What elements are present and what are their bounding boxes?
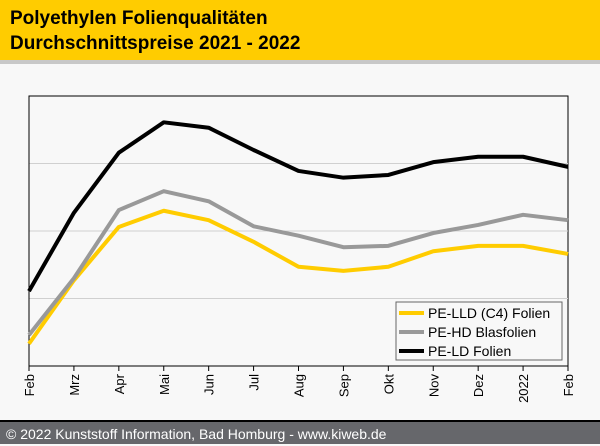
x-tick-label: Mrz	[67, 374, 82, 396]
x-tick-label: Jul	[247, 374, 262, 391]
legend-label: PE-LD Folien	[428, 343, 511, 359]
x-tick-label: Nov	[426, 374, 441, 398]
series-line-1	[27, 189, 569, 337]
legend-label: PE-LLD (C4) Folien	[428, 305, 550, 321]
title-line-1: Polyethylen Folienqualitäten	[10, 8, 268, 29]
x-tick-label: Apr	[112, 373, 127, 394]
divider	[0, 60, 600, 64]
x-tick-label: Jun	[202, 374, 217, 395]
x-tick-label: 2022	[516, 374, 531, 403]
footer-copyright: © 2022 Kunststoff Information, Bad Hombu…	[0, 420, 600, 444]
x-tick-label: Feb	[561, 374, 576, 396]
title-line-2: Durchschnittspreise 2021 - 2022	[10, 33, 301, 54]
x-tick-label: Sep	[336, 374, 351, 397]
series-line-0	[27, 208, 569, 345]
title-bar: Polyethylen Folienqualitäten Durchschnit…	[0, 0, 600, 60]
series-line-2	[27, 120, 569, 293]
legend-label: PE-HD Blasfolien	[428, 324, 536, 340]
x-tick-label: Aug	[292, 374, 307, 397]
line-chart: Feb Mrz Apr Mai Jun Jul Aug Sep Okt Nov Dez 2022 Feb…	[22, 95, 576, 403]
x-tick-label: Dez	[471, 374, 486, 397]
x-tick-label: Feb	[22, 374, 37, 396]
x-tick-label: Mai	[157, 374, 172, 395]
x-tick-label: Okt	[381, 374, 396, 395]
